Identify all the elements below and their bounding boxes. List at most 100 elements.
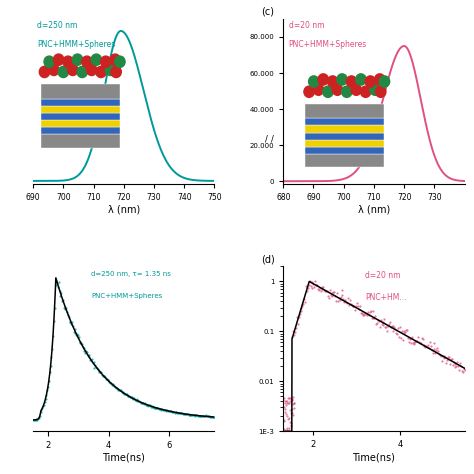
Point [119, 389, 127, 397]
Point [160, 407, 168, 414]
Point [284, 399, 292, 406]
Point [329, 289, 337, 296]
Point [144, 401, 151, 409]
Point [338, 286, 346, 294]
Point [69, 322, 77, 329]
Point [151, 404, 159, 411]
Point [150, 404, 158, 411]
Point [318, 285, 325, 292]
Point [102, 375, 110, 383]
Point [57, 292, 64, 300]
Point [423, 343, 431, 351]
Point [285, 414, 293, 422]
Point [302, 283, 310, 290]
Point [282, 408, 289, 416]
Point [336, 297, 344, 304]
Point [304, 284, 312, 292]
Point [124, 392, 131, 400]
Point [40, 401, 48, 409]
Point [452, 363, 459, 370]
Text: /: / [265, 134, 268, 143]
Point [199, 412, 207, 420]
Point [164, 407, 171, 414]
Point [450, 358, 457, 366]
Point [88, 356, 96, 363]
Point [378, 320, 385, 328]
Point [351, 302, 358, 310]
Point [289, 396, 296, 403]
Point [133, 396, 140, 403]
Point [362, 309, 369, 317]
Point [109, 382, 117, 389]
Point [289, 333, 296, 340]
Point [129, 394, 137, 401]
Point [339, 291, 346, 299]
Point [286, 397, 294, 404]
Point [305, 282, 312, 289]
Point [443, 359, 450, 367]
Point [298, 304, 305, 311]
Point [429, 349, 437, 356]
Point [125, 392, 132, 400]
Point [285, 400, 292, 407]
X-axis label: Time(ns): Time(ns) [353, 452, 395, 462]
Point [56, 287, 64, 294]
Point [32, 416, 39, 423]
Point [127, 393, 135, 401]
Point [460, 365, 467, 373]
Point [155, 404, 162, 412]
Point [176, 409, 183, 417]
Point [299, 302, 306, 310]
Point [141, 400, 149, 407]
Point [457, 362, 465, 370]
Point [280, 416, 288, 424]
Point [288, 409, 296, 416]
Point [377, 316, 384, 323]
Point [173, 409, 180, 416]
Point [424, 341, 432, 348]
Point [41, 398, 48, 406]
Point [94, 365, 101, 373]
Point [455, 362, 462, 370]
Point [83, 348, 91, 356]
Point [388, 322, 395, 330]
Point [320, 286, 328, 294]
Point [404, 334, 412, 342]
Point [309, 278, 316, 286]
Point [97, 368, 105, 375]
Point [290, 404, 298, 412]
Point [446, 360, 454, 368]
Point [197, 412, 204, 419]
Point [317, 287, 324, 295]
Point [437, 353, 445, 360]
Point [181, 410, 189, 418]
Point [184, 410, 191, 418]
Point [311, 277, 319, 285]
Point [67, 319, 74, 326]
Point [91, 364, 98, 372]
Point [138, 399, 146, 406]
Point [178, 410, 186, 417]
Point [416, 339, 424, 346]
Point [98, 371, 106, 378]
Point [368, 314, 375, 322]
Point [354, 302, 362, 310]
Point [319, 283, 327, 291]
Point [280, 396, 287, 404]
Point [287, 419, 295, 427]
Point [197, 412, 205, 419]
Point [393, 330, 401, 338]
Point [300, 301, 307, 308]
X-axis label: λ (nm): λ (nm) [358, 205, 390, 215]
Point [158, 405, 166, 413]
Point [167, 407, 174, 415]
Point [442, 353, 449, 360]
Point [448, 356, 456, 363]
Point [78, 340, 86, 347]
Point [33, 416, 40, 424]
Point [426, 338, 434, 346]
Point [79, 344, 87, 351]
Point [332, 297, 340, 305]
Point [353, 300, 361, 307]
Point [281, 394, 288, 401]
